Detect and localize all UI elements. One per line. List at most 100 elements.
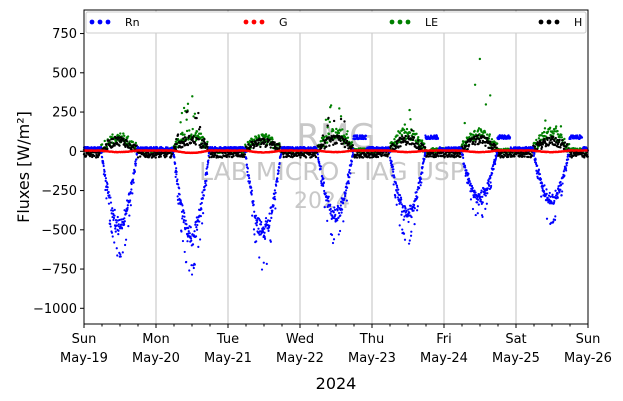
point-Rn [134, 164, 137, 167]
point-Rn [207, 159, 210, 162]
point-Rn [407, 242, 411, 245]
point-LE [194, 132, 197, 135]
point-H [523, 155, 526, 158]
point-Rn [187, 230, 190, 233]
point-Rn [552, 220, 555, 223]
point-Rn [480, 214, 484, 217]
point-Rn [181, 215, 184, 218]
point-LE [326, 126, 329, 129]
point-Rn [542, 189, 546, 193]
point-LE [560, 136, 563, 139]
point-H [423, 146, 427, 149]
point-Rn [415, 191, 418, 194]
point-H [93, 154, 96, 158]
point-Rn [255, 240, 258, 243]
point-Rn [246, 170, 249, 174]
point-LE [264, 135, 267, 138]
point-H [494, 144, 497, 147]
point-H [355, 156, 359, 159]
point-H [175, 138, 178, 141]
point-Rn [321, 175, 324, 178]
point-Rn [323, 206, 326, 209]
point-LE [100, 143, 104, 146]
point-Rn [364, 137, 367, 141]
point-Rn [462, 162, 466, 165]
point-Rn [120, 218, 123, 221]
point-H [555, 141, 558, 144]
point-LE [183, 133, 186, 136]
point-LE [417, 136, 420, 139]
point-H [421, 143, 425, 147]
point-Rn [474, 196, 477, 199]
point-Rn [561, 182, 564, 185]
point-H [259, 145, 262, 149]
point-Rn [184, 219, 187, 222]
point-Rn [397, 188, 400, 191]
point-LE [473, 129, 476, 133]
point-LE [326, 141, 329, 144]
point-H [111, 137, 115, 141]
point-LE [190, 133, 193, 136]
point-LE [483, 131, 487, 134]
point-H [564, 145, 568, 148]
point-Rn [251, 214, 254, 217]
point-H [344, 138, 347, 141]
point-H [126, 140, 129, 143]
point-Rn [336, 209, 339, 212]
point-Rn [338, 207, 341, 210]
point-H [547, 143, 551, 146]
point-Rn [174, 175, 177, 179]
point-Rn [108, 219, 112, 222]
point-Rn [337, 216, 340, 219]
point-Rn [476, 201, 479, 204]
point-Rn [260, 268, 264, 271]
point-Rn [250, 186, 253, 189]
point-Rn [105, 197, 108, 200]
point-LE [341, 128, 344, 131]
point-H [182, 137, 185, 140]
point-Rn [413, 222, 416, 226]
point-H [479, 141, 482, 144]
point-Rn [277, 172, 280, 175]
point-Rn [102, 164, 105, 168]
point-Rn [395, 203, 398, 206]
point-Rn [465, 169, 468, 172]
point-H [132, 146, 135, 149]
point-Rn [539, 178, 543, 181]
point-LE [345, 133, 348, 136]
point-Rn [260, 220, 263, 224]
point-Rn [412, 209, 415, 212]
point-Rn [202, 194, 205, 197]
point-H [417, 139, 420, 142]
point-H [263, 138, 266, 141]
point-Rn [391, 165, 395, 168]
point-H [551, 135, 555, 139]
point-Rn [419, 184, 422, 187]
point-Rn [486, 187, 489, 190]
point-H [228, 155, 231, 158]
point-H [302, 153, 306, 156]
point-H [553, 139, 556, 143]
point-H [511, 151, 514, 154]
point-LE [185, 129, 189, 133]
point-Rn [271, 209, 274, 212]
point-Rn [197, 245, 200, 248]
point-Rn [548, 191, 551, 195]
point-H [212, 155, 216, 159]
point-Rn [172, 153, 175, 157]
point-H [186, 110, 189, 113]
point-LE [267, 134, 271, 137]
point-Rn [196, 223, 199, 227]
point-Rn [126, 208, 129, 211]
point-H [90, 151, 93, 154]
point-Rn [134, 160, 137, 163]
point-Rn [113, 208, 116, 212]
point-H [527, 155, 530, 159]
point-Rn [347, 182, 350, 185]
point-Rn [200, 201, 203, 205]
point-H [395, 142, 399, 145]
point-H [559, 146, 562, 149]
point-H [192, 135, 195, 138]
point-Rn [276, 177, 279, 180]
point-Rn [471, 207, 475, 211]
